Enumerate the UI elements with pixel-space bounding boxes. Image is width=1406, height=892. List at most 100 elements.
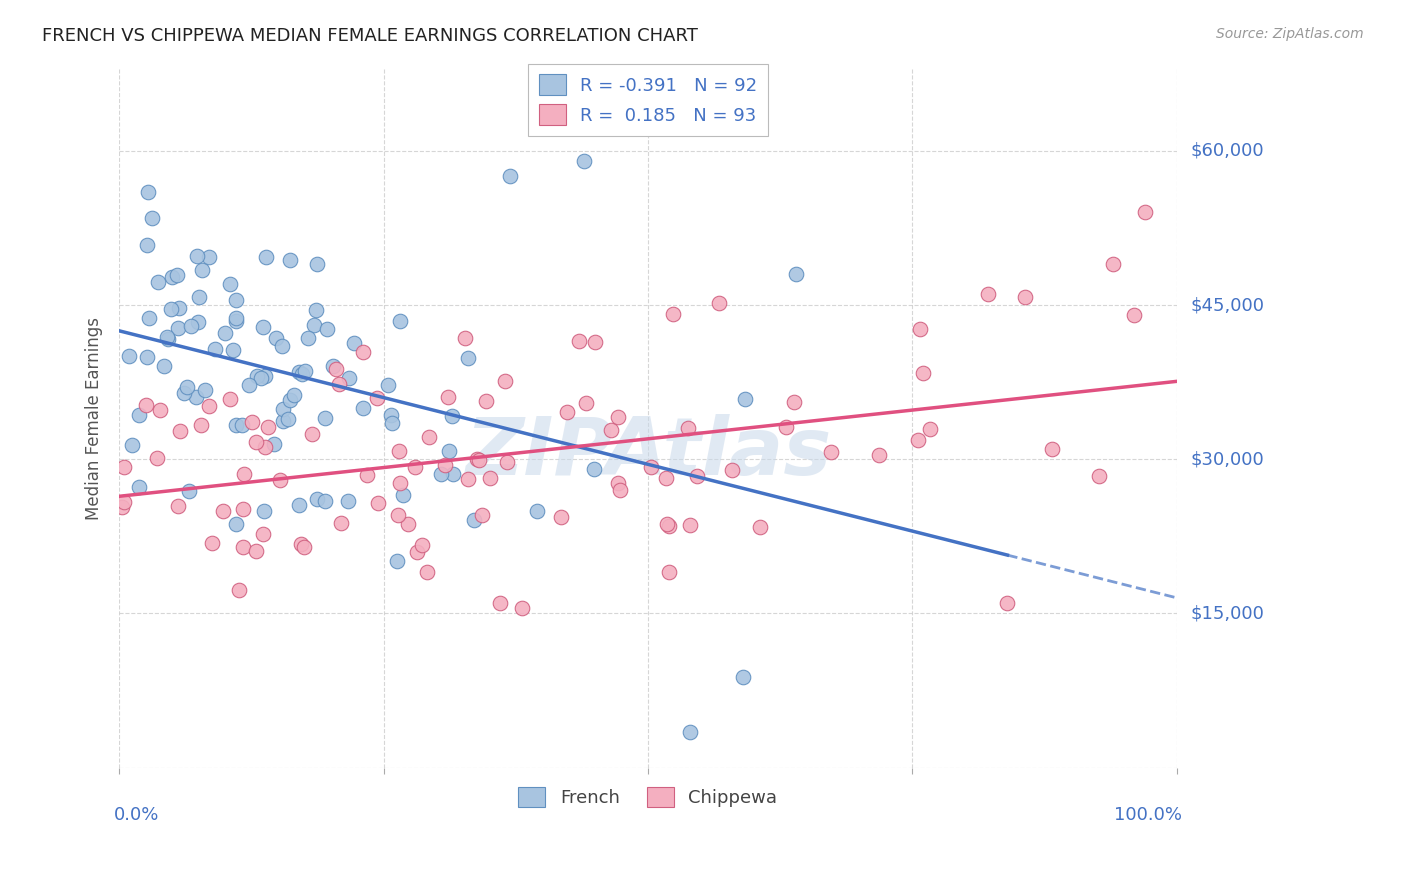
Point [167, 499, 190, 513]
Point [441, 467, 464, 481]
Point [658, 566, 681, 580]
Point [225, 311, 247, 326]
Point [219, 392, 242, 406]
Text: FRENCH VS CHIPPEWA MEDIAN FEMALE EARNINGS CORRELATION CHART: FRENCH VS CHIPPEWA MEDIAN FEMALE EARNING… [42, 27, 697, 45]
Point [734, 392, 756, 406]
Point [392, 488, 415, 502]
Point [225, 417, 247, 432]
Point [283, 388, 305, 402]
Point [271, 401, 294, 416]
Point [731, 670, 754, 684]
Point [278, 253, 301, 268]
Point [136, 185, 159, 199]
Point [246, 368, 269, 383]
Point [457, 351, 479, 366]
Point [112, 495, 135, 509]
Point [157, 331, 180, 345]
Point [187, 290, 209, 304]
Point [404, 460, 426, 475]
Point [389, 313, 412, 327]
Point [294, 363, 316, 377]
Point [166, 321, 188, 335]
Point [775, 420, 797, 434]
Text: $30,000: $30,000 [1191, 450, 1264, 468]
Point [270, 339, 292, 353]
Point [225, 293, 247, 307]
Point [337, 371, 360, 385]
Point [679, 724, 702, 739]
Text: $60,000: $60,000 [1191, 142, 1264, 160]
Point [433, 458, 456, 473]
Point [499, 169, 522, 184]
Point [307, 491, 329, 506]
Point [169, 301, 191, 316]
Point [149, 403, 172, 417]
Point [232, 540, 254, 554]
Point [288, 498, 311, 512]
Point [463, 513, 485, 527]
Point [457, 472, 479, 486]
Point [330, 516, 353, 531]
Point [658, 519, 681, 533]
Point [225, 313, 247, 327]
Point [328, 376, 350, 391]
Point [121, 438, 143, 452]
Point [118, 349, 141, 363]
Text: Source: ZipAtlas.com: Source: ZipAtlas.com [1216, 27, 1364, 41]
Point [141, 211, 163, 226]
Point [607, 475, 630, 490]
Point [254, 440, 277, 454]
Text: 0.0%: 0.0% [114, 806, 159, 824]
Point [366, 391, 388, 405]
Point [160, 302, 183, 317]
Point [173, 386, 195, 401]
Point [152, 359, 174, 374]
Point [388, 443, 411, 458]
Point [136, 350, 159, 364]
Point [128, 479, 150, 493]
Point [574, 395, 596, 409]
Point [1088, 469, 1111, 483]
Point [406, 545, 429, 559]
Point [186, 390, 208, 404]
Point [301, 427, 323, 442]
Point [138, 311, 160, 326]
Point [114, 460, 136, 475]
Point [510, 601, 533, 615]
Point [568, 334, 591, 349]
Point [245, 544, 267, 558]
Point [238, 377, 260, 392]
Point [146, 276, 169, 290]
Point [343, 336, 366, 351]
Point [494, 375, 516, 389]
Text: ZIPAtlas: ZIPAtlas [465, 414, 831, 492]
Point [253, 369, 276, 384]
Point [526, 504, 548, 518]
Point [252, 527, 274, 541]
Point [352, 401, 374, 416]
Point [389, 476, 412, 491]
Point [396, 516, 419, 531]
Point [820, 445, 842, 459]
Point [465, 451, 488, 466]
Point [686, 468, 709, 483]
Point [135, 398, 157, 412]
Point [352, 344, 374, 359]
Point [194, 383, 217, 397]
Point [495, 455, 517, 469]
Point [1102, 257, 1125, 271]
Point [441, 409, 464, 423]
Point [305, 257, 328, 271]
Point [416, 565, 439, 579]
Point [1040, 442, 1063, 456]
Point [380, 408, 402, 422]
Point [868, 448, 890, 462]
Point [1123, 308, 1146, 322]
Point [489, 596, 512, 610]
Point [607, 410, 630, 425]
Point [191, 263, 214, 277]
Point [201, 536, 224, 550]
Point [135, 238, 157, 252]
Point [418, 430, 440, 444]
Point [271, 414, 294, 428]
